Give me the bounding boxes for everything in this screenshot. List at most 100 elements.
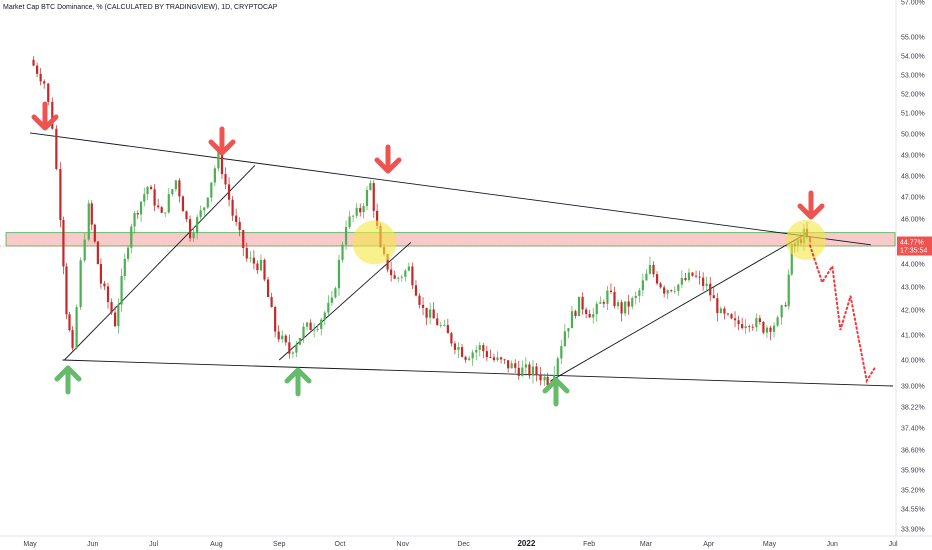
candle-body bbox=[443, 325, 446, 326]
candle-body bbox=[113, 312, 117, 327]
candle-body bbox=[663, 287, 666, 294]
current-price-timer: 17:35:54 bbox=[900, 248, 927, 255]
x-tick-label: Jul bbox=[149, 541, 158, 548]
candles-layer bbox=[32, 56, 812, 393]
candle-body bbox=[631, 298, 634, 307]
candle-body bbox=[143, 194, 146, 202]
candle-body bbox=[43, 81, 46, 84]
candle-body bbox=[577, 296, 581, 317]
candle-body bbox=[539, 374, 542, 381]
candle-body bbox=[181, 196, 185, 212]
candle-body bbox=[418, 295, 421, 305]
candle-body bbox=[478, 345, 481, 350]
candle-body bbox=[320, 319, 323, 329]
candle-body bbox=[167, 194, 170, 213]
candle-body bbox=[83, 239, 86, 261]
candle-body bbox=[35, 65, 39, 74]
candle-body bbox=[330, 297, 333, 303]
y-tick-label: 55.00% bbox=[901, 35, 925, 42]
candle-body bbox=[203, 207, 206, 211]
candle-body bbox=[762, 322, 765, 333]
candle-body bbox=[210, 182, 213, 198]
arrow-up-icon-head bbox=[54, 365, 82, 382]
y-tick-label: 35.20% bbox=[901, 488, 925, 495]
candle-body bbox=[199, 210, 202, 218]
candle-body bbox=[429, 309, 432, 318]
support-trendline bbox=[62, 359, 894, 387]
y-tick-label: 41.00% bbox=[901, 333, 925, 340]
candle-body bbox=[51, 101, 54, 129]
candle-body bbox=[224, 174, 227, 185]
candle-body bbox=[126, 247, 130, 259]
candle-body bbox=[153, 189, 156, 206]
y-tick-label: 33.90% bbox=[901, 527, 925, 534]
candle-body bbox=[62, 219, 65, 267]
x-tick-label: Dec bbox=[457, 541, 470, 548]
candle-body bbox=[68, 314, 71, 331]
candle-body bbox=[235, 215, 238, 222]
candle-body bbox=[460, 347, 464, 357]
candle-body bbox=[284, 335, 287, 343]
projection-path bbox=[809, 244, 876, 384]
x-tick-label: Jun bbox=[827, 541, 838, 548]
candle-body bbox=[482, 345, 485, 352]
candle-body bbox=[362, 205, 365, 213]
candle-body bbox=[468, 358, 471, 360]
x-tick-label: Apr bbox=[703, 541, 715, 548]
resistance-band-layer bbox=[0, 232, 896, 247]
x-tick-label: Mar bbox=[640, 541, 653, 548]
candle-body bbox=[79, 260, 82, 308]
candle-body bbox=[475, 349, 478, 353]
candle-body bbox=[337, 259, 341, 289]
y-tick-label: 54.00% bbox=[901, 54, 925, 61]
arrow-down-icon-head bbox=[31, 114, 59, 131]
candle-body bbox=[274, 307, 277, 332]
candle-body bbox=[666, 290, 669, 294]
candle-body bbox=[560, 346, 563, 359]
x-tick-label: Jul bbox=[889, 541, 898, 548]
arrow-down-icon bbox=[374, 144, 402, 174]
y-tick-label: 52.00% bbox=[901, 92, 925, 99]
candle-body bbox=[55, 128, 58, 170]
candle-body bbox=[404, 270, 407, 277]
candle-body bbox=[365, 189, 369, 206]
candle-body bbox=[765, 327, 769, 333]
candle-body bbox=[266, 279, 270, 297]
candle-body bbox=[574, 311, 577, 317]
candle-body bbox=[627, 301, 630, 307]
candle-body bbox=[496, 357, 499, 361]
candle-body bbox=[316, 328, 319, 330]
candle-body bbox=[295, 344, 298, 353]
candle-body bbox=[563, 331, 566, 347]
rising-trendline-2 bbox=[278, 242, 412, 361]
y-tick-label: 37.40% bbox=[901, 426, 925, 433]
grid-layer bbox=[0, 0, 932, 537]
candle-body bbox=[411, 266, 414, 286]
candle-body bbox=[196, 217, 199, 233]
candle-body bbox=[341, 244, 344, 260]
candle-body bbox=[624, 301, 627, 314]
candle-body bbox=[305, 322, 309, 327]
candle-body bbox=[755, 318, 758, 328]
y-tick-label: 34.55% bbox=[901, 507, 925, 514]
candle-body bbox=[744, 326, 747, 329]
arrow-down-icon-head bbox=[374, 157, 402, 174]
arrow-up-icon-head bbox=[542, 377, 570, 394]
candle-body bbox=[528, 364, 531, 376]
candle-body bbox=[687, 272, 691, 281]
candle-body bbox=[192, 232, 195, 239]
candle-body bbox=[457, 347, 460, 350]
candle-body bbox=[784, 305, 787, 307]
candle-body bbox=[110, 302, 113, 313]
candle-body bbox=[59, 169, 62, 220]
candle-body bbox=[352, 215, 355, 217]
y-tick-label: 48.00% bbox=[901, 174, 925, 181]
candle-body bbox=[489, 357, 492, 358]
axes-layer: 57.00% 55.00% 54.00% 53.00% 52.00% 51.00% 50.0… bbox=[23, 0, 932, 548]
x-tick-label: Aug bbox=[210, 541, 223, 548]
arrow-up-icon bbox=[54, 365, 82, 395]
candle-body bbox=[641, 280, 644, 291]
arrow-up-icon-head bbox=[284, 367, 312, 384]
candle-body bbox=[730, 314, 733, 319]
